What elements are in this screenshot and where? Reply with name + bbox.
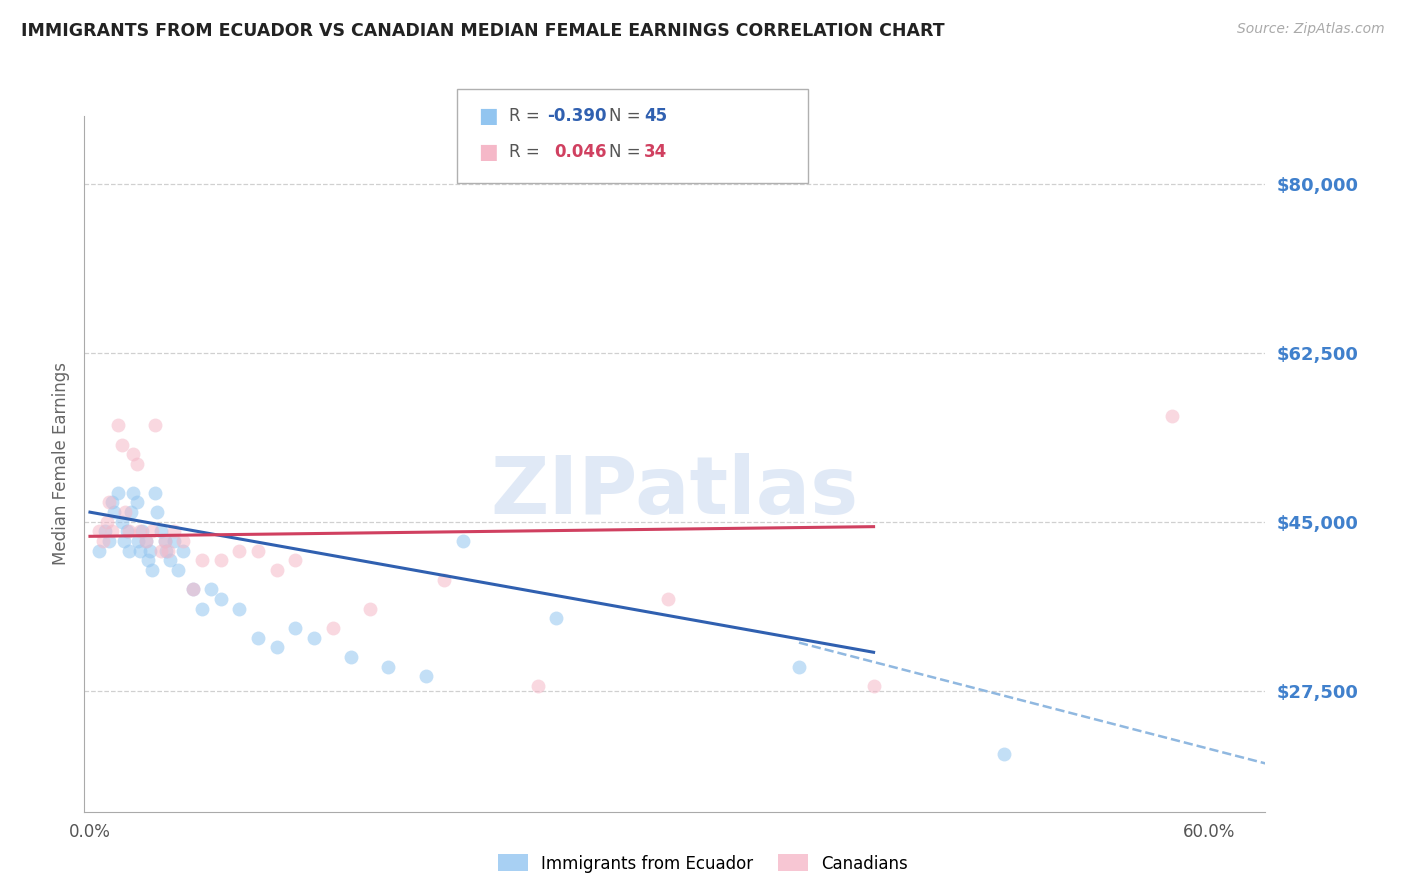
Point — [141, 563, 163, 577]
Point — [359, 602, 381, 616]
Point — [155, 544, 177, 558]
Text: R =: R = — [509, 107, 546, 125]
Point — [157, 544, 180, 558]
Point — [1161, 409, 1184, 423]
Point — [118, 544, 141, 558]
Point — [172, 534, 194, 549]
Point — [181, 582, 204, 597]
Point — [209, 553, 232, 567]
Point — [246, 544, 269, 558]
Point — [114, 505, 136, 519]
Point — [117, 524, 139, 539]
Point — [321, 621, 343, 635]
Point — [149, 544, 172, 558]
Point — [122, 447, 145, 461]
Text: ZIPatlas: ZIPatlas — [491, 452, 859, 531]
Point — [340, 650, 363, 665]
Point — [284, 621, 307, 635]
Text: N =: N = — [609, 143, 645, 161]
Point — [118, 524, 141, 539]
Text: IMMIGRANTS FROM ECUADOR VS CANADIAN MEDIAN FEMALE EARNINGS CORRELATION CHART: IMMIGRANTS FROM ECUADOR VS CANADIAN MEDI… — [21, 22, 945, 40]
Text: ■: ■ — [478, 142, 498, 161]
Point — [526, 679, 548, 693]
Point — [451, 534, 474, 549]
Point — [141, 524, 163, 539]
Point — [135, 534, 157, 549]
Point — [89, 544, 111, 558]
Point — [377, 660, 399, 674]
Legend: Immigrants from Ecuador, Canadians: Immigrants from Ecuador, Canadians — [491, 847, 915, 880]
Point — [787, 660, 810, 674]
Text: 45: 45 — [644, 107, 666, 125]
Point — [129, 544, 152, 558]
Point — [149, 524, 172, 539]
Point — [136, 553, 159, 567]
Point — [433, 573, 456, 587]
Point — [143, 485, 166, 500]
Point — [153, 534, 176, 549]
Point — [112, 534, 135, 549]
Text: Source: ZipAtlas.com: Source: ZipAtlas.com — [1237, 22, 1385, 37]
Point — [125, 457, 148, 471]
Point — [101, 524, 124, 539]
Point — [127, 534, 149, 549]
Point — [159, 553, 181, 567]
Point — [302, 631, 325, 645]
Point — [101, 495, 124, 509]
Point — [143, 418, 166, 433]
Point — [97, 534, 120, 549]
Point — [103, 505, 125, 519]
Point — [94, 524, 117, 539]
Point — [266, 563, 288, 577]
Point — [122, 485, 145, 500]
Point — [191, 553, 214, 567]
Text: 0.046: 0.046 — [554, 143, 606, 161]
Point — [138, 544, 160, 558]
Point — [91, 534, 114, 549]
Point — [191, 602, 214, 616]
Point — [415, 669, 437, 683]
Point — [135, 534, 157, 549]
Text: N =: N = — [609, 107, 645, 125]
Point — [107, 485, 129, 500]
Y-axis label: Median Female Earnings: Median Female Earnings — [52, 362, 70, 566]
Point — [125, 495, 148, 509]
Point — [163, 534, 186, 549]
Point — [96, 515, 118, 529]
Point — [111, 515, 134, 529]
Text: 34: 34 — [644, 143, 668, 161]
Point — [89, 524, 111, 539]
Point — [172, 544, 194, 558]
Point — [200, 582, 222, 597]
Point — [97, 495, 120, 509]
Text: ■: ■ — [478, 106, 498, 126]
Point — [246, 631, 269, 645]
Point — [993, 747, 1015, 761]
Point — [228, 602, 250, 616]
Point — [266, 640, 288, 655]
Point — [181, 582, 204, 597]
Point — [209, 592, 232, 607]
Text: -0.390: -0.390 — [547, 107, 606, 125]
Point — [131, 524, 153, 539]
Point — [146, 505, 169, 519]
Point — [129, 524, 152, 539]
Point — [111, 437, 134, 451]
Point — [166, 563, 188, 577]
Text: R =: R = — [509, 143, 550, 161]
Point — [657, 592, 679, 607]
Point — [120, 505, 142, 519]
Point — [107, 418, 129, 433]
Point — [546, 611, 568, 625]
Point — [284, 553, 307, 567]
Point — [163, 524, 186, 539]
Point — [228, 544, 250, 558]
Point — [153, 534, 176, 549]
Point — [862, 679, 884, 693]
